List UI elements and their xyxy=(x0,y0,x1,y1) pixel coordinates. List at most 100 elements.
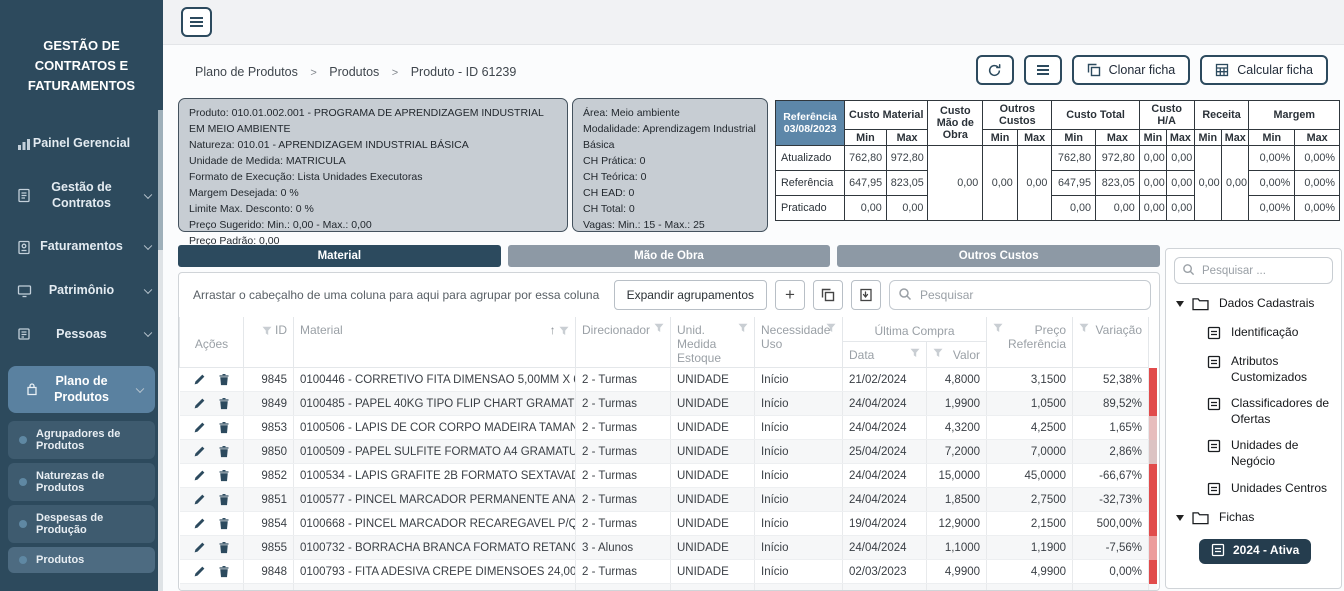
sidebar-item-patrimonio[interactable]: Patrimônio xyxy=(0,273,163,309)
sidebar-item-despesas-producao[interactable]: Despesas de Produção xyxy=(8,505,155,544)
edit-icon[interactable] xyxy=(193,445,206,458)
summary-row-atualizado: Atualizado 762,80 972,80 0,00 0,00 0,00 … xyxy=(774,145,1340,221)
tab-material[interactable]: Material xyxy=(178,245,501,267)
delete-icon[interactable] xyxy=(218,541,230,554)
tree-node-unidades-negocio[interactable]: Unidades de Negócio xyxy=(1174,438,1333,469)
edit-icon[interactable] xyxy=(193,565,206,578)
grid-search-input[interactable] xyxy=(889,280,1151,310)
col-header-valor[interactable]: Valor xyxy=(925,341,988,368)
table-row[interactable]: 9848 0100793 - FITA ADESIVA CREPE DIMENS… xyxy=(179,559,1157,584)
table-row[interactable]: 9855 0100732 - BORRACHA BRANCA FORMATO R… xyxy=(179,535,1157,560)
sidebar-item-gestao-contratos[interactable]: Gestão de Contratos xyxy=(0,170,163,221)
menu-toggle-button[interactable] xyxy=(181,7,212,37)
tree-node-ficha-2024-ativa[interactable]: 2024 - Ativa xyxy=(1174,538,1333,564)
delete-icon[interactable] xyxy=(218,517,230,530)
breadcrumb-plano-produtos[interactable]: Plano de Produtos xyxy=(195,65,298,79)
col-header-id[interactable]: ID xyxy=(243,317,294,368)
delete-icon[interactable] xyxy=(218,421,230,434)
delete-icon[interactable] xyxy=(218,493,230,506)
variation-strip xyxy=(1148,463,1157,488)
edit-icon[interactable] xyxy=(193,469,206,482)
tree-node-identificacao[interactable]: Identificação xyxy=(1174,325,1333,343)
col-header-necessidade[interactable]: Necessidade Uso xyxy=(754,317,843,368)
col-header-variacao[interactable]: Variação xyxy=(1072,317,1150,368)
delete-icon[interactable] xyxy=(218,397,230,410)
folder-icon xyxy=(1192,297,1209,314)
sidebar-item-pessoas[interactable]: Pessoas xyxy=(0,317,163,353)
delete-icon[interactable] xyxy=(218,373,230,386)
chevron-down-icon xyxy=(143,241,153,251)
breadcrumb-produtos[interactable]: Produtos xyxy=(329,65,380,79)
expand-groups-button[interactable]: Expandir agrupamentos xyxy=(613,280,767,310)
edit-icon[interactable] xyxy=(193,517,206,530)
breadcrumb-produto-id: Produto - ID 61239 xyxy=(410,65,517,79)
table-row[interactable]: 9852 0100534 - LAPIS GRAFITE 2B FORMATO … xyxy=(179,463,1157,488)
info-line: Área: Meio ambiente xyxy=(583,107,680,119)
export-button[interactable] xyxy=(851,280,881,310)
menu-icon xyxy=(1036,64,1049,76)
delete-icon[interactable] xyxy=(218,469,230,482)
table-row[interactable]: 9850 0100509 - PAPEL SULFITE FORMATO A4 … xyxy=(179,439,1157,464)
col-header-material[interactable]: Material ↑ xyxy=(293,317,576,368)
sidebar-item-painel-gerencial[interactable]: Painel Gerencial xyxy=(0,126,163,162)
caret-down-icon[interactable] xyxy=(1176,514,1184,521)
sidebar-menu: Painel Gerencial Gestão de Contratos Fat… xyxy=(0,126,163,591)
tree-node-atributos-customizados[interactable]: Atributos Customizados xyxy=(1174,354,1333,385)
table-row[interactable]: 9851 0100577 - PINCEL MARCADOR PERMANENT… xyxy=(179,487,1157,512)
summary-col-ha: Custo H/A xyxy=(1138,100,1195,130)
document-icon xyxy=(1207,439,1221,456)
breadcrumb-separator: > xyxy=(310,67,317,79)
tree-node-unidades-centros[interactable]: Unidades Centros xyxy=(1174,481,1333,499)
tab-outros-custos[interactable]: Outros Custos xyxy=(837,245,1161,267)
summary-receita-min: 0,00 xyxy=(1193,145,1223,221)
sub-item-label: Naturezas de Produtos xyxy=(36,470,105,495)
edit-icon[interactable] xyxy=(193,373,206,386)
col-header-preco-referencia[interactable]: Preço Referência xyxy=(986,317,1074,368)
tree-node-classificadores-ofertas[interactable]: Classificadores de Ofertas xyxy=(1174,396,1333,427)
edit-icon[interactable] xyxy=(193,493,206,506)
sidebar-item-plano-produtos[interactable]: Plano de Produtos xyxy=(8,366,155,414)
tree-search xyxy=(1174,257,1333,284)
export-icon xyxy=(860,288,872,302)
summary-col-mao-obra: Custo Mão de Obra xyxy=(927,100,984,146)
table-row[interactable]: 9854 0100668 - PINCEL MARCADOR RECAREGAV… xyxy=(179,511,1157,536)
more-options-button[interactable] xyxy=(1023,55,1062,85)
tree-search-input[interactable] xyxy=(1174,257,1333,284)
summary-receita-max: 0,00 xyxy=(1221,145,1250,221)
add-row-button[interactable]: + xyxy=(775,280,805,310)
tab-mao-de-obra[interactable]: Mão de Obra xyxy=(507,245,831,267)
sidebar-item-faturamentos[interactable]: Faturamentos xyxy=(0,229,163,265)
min-header: Min xyxy=(1193,129,1223,146)
sort-asc-icon[interactable]: ↑ xyxy=(549,323,556,337)
sidebar-scrollbar[interactable] xyxy=(158,110,163,591)
material-grid-panel: Arrastar o cabeçalho de uma coluna para … xyxy=(178,272,1160,591)
table-row[interactable]: 9849 0100485 - PAPEL 40KG TIPO FLIP CHAR… xyxy=(179,391,1157,416)
clone-ficha-button[interactable]: Clonar ficha xyxy=(1071,55,1191,85)
sidebar-item-naturezas-produtos[interactable]: Naturezas de Produtos xyxy=(8,463,155,502)
info-line: CH Teórica: 0 xyxy=(583,170,647,183)
tree-node-dados-cadastrais[interactable]: Dados Cadastrais xyxy=(1174,296,1333,314)
col-header-unidade[interactable]: Unid. Medida Estoque xyxy=(670,317,755,368)
col-header-data[interactable]: Data xyxy=(842,341,927,368)
edit-icon[interactable] xyxy=(193,397,206,410)
sidebar-item-produtos[interactable]: Produtos xyxy=(8,547,155,574)
variation-strip xyxy=(1148,511,1157,536)
tree-node-fichas[interactable]: Fichas xyxy=(1174,510,1333,528)
delete-icon[interactable] xyxy=(218,445,230,458)
copy-button[interactable] xyxy=(813,280,843,310)
info-line: Preço Padrão: 0,00 xyxy=(189,234,280,247)
main-content: Plano de Produtos > Produtos > Produto -… xyxy=(163,45,1344,591)
table-row-partial xyxy=(179,583,1157,590)
delete-icon[interactable] xyxy=(218,565,230,578)
table-row[interactable]: 9845 0100446 - CORRETIVO FITA DIMENSAO 5… xyxy=(179,367,1157,392)
refresh-button[interactable] xyxy=(975,55,1014,85)
chevron-down-icon xyxy=(135,384,145,393)
caret-down-icon[interactable] xyxy=(1176,301,1184,307)
col-header-direcionador[interactable]: Direcionador xyxy=(575,317,671,368)
edit-icon[interactable] xyxy=(193,541,206,554)
calculate-ficha-button[interactable]: Calcular ficha xyxy=(1200,55,1328,85)
table-row[interactable]: 9853 0100506 - LAPIS DE COR CORPO MADEIR… xyxy=(179,415,1157,440)
sidebar-item-agrupadores-produtos[interactable]: Agrupadores de Produtos xyxy=(8,421,155,460)
variation-strip xyxy=(1148,415,1157,440)
edit-icon[interactable] xyxy=(193,421,206,434)
